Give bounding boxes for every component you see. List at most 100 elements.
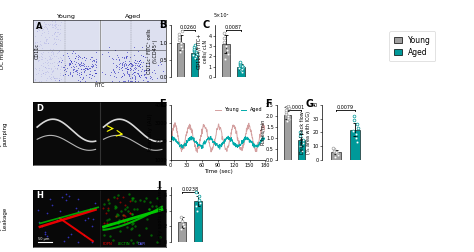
Point <box>157 62 164 66</box>
Point <box>87 66 94 70</box>
Point <box>48 23 55 27</box>
Point <box>126 67 134 71</box>
Point <box>92 65 100 69</box>
Point <box>47 53 55 57</box>
Text: 0.0260: 0.0260 <box>179 25 196 30</box>
Point <box>123 71 130 75</box>
Point <box>45 63 52 67</box>
Point <box>133 62 141 67</box>
Point <box>134 49 142 53</box>
Point <box>134 73 142 77</box>
Point <box>74 209 82 213</box>
Y-axis label: CD11c⁺ FITC⁺ cells
(%CD45⁺): CD11c⁺ FITC⁺ cells (%CD45⁺) <box>147 28 158 74</box>
Point <box>60 65 68 69</box>
Point <box>128 61 135 65</box>
Point <box>53 37 60 41</box>
Point <box>153 240 160 244</box>
Text: E: E <box>159 100 166 109</box>
Point <box>37 72 45 76</box>
Point <box>51 23 59 27</box>
Point <box>144 217 151 222</box>
Point <box>37 63 45 67</box>
Point <box>128 199 136 203</box>
Aged <box>180 145 185 148</box>
Point <box>146 76 154 80</box>
Text: F: F <box>265 100 272 109</box>
Point <box>80 233 88 237</box>
Point <box>118 65 126 69</box>
Point <box>142 68 149 72</box>
Point <box>117 61 124 65</box>
Point <box>131 65 139 69</box>
Point <box>91 72 99 76</box>
Point <box>92 63 100 67</box>
Point <box>38 24 46 28</box>
Point <box>101 72 109 76</box>
Point <box>117 75 124 79</box>
Text: D: D <box>36 104 43 113</box>
Point <box>57 77 65 81</box>
Point <box>33 29 40 33</box>
Point <box>53 60 61 65</box>
Y-axis label: CD11c+/FITC+
cells/ cLN: CD11c+/FITC+ cells/ cLN <box>196 33 207 69</box>
Point <box>86 57 94 61</box>
Point <box>134 79 142 83</box>
Point <box>55 76 63 80</box>
Point <box>49 50 57 54</box>
Point <box>66 62 74 66</box>
Point <box>43 234 51 238</box>
Point <box>82 218 89 222</box>
Point <box>76 79 83 83</box>
Point <box>100 202 107 206</box>
Point <box>47 57 55 61</box>
Point <box>43 210 51 214</box>
Point <box>64 66 71 70</box>
Point <box>127 68 134 72</box>
Point <box>143 79 151 83</box>
Point <box>116 218 123 222</box>
Text: <0.0001: <0.0001 <box>284 105 305 110</box>
Point <box>139 78 147 82</box>
Text: C: C <box>202 20 210 30</box>
Point <box>132 199 139 203</box>
Point <box>105 201 112 205</box>
Point <box>113 53 121 57</box>
Text: DC migration: DC migration <box>0 33 5 70</box>
Point <box>124 79 132 83</box>
Point <box>136 62 144 66</box>
Young <box>201 124 207 127</box>
Point <box>88 65 96 69</box>
Point <box>43 37 51 41</box>
Y-axis label: Dermal back flow
(% area with ICG): Dermal back flow (% area with ICG) <box>300 111 311 154</box>
Point <box>55 32 63 36</box>
Point <box>107 222 114 226</box>
Point <box>65 73 73 77</box>
Point <box>146 67 153 71</box>
Point <box>146 201 154 205</box>
Young <box>258 132 264 135</box>
Point <box>125 62 133 66</box>
Point <box>115 62 122 66</box>
Point <box>81 64 88 68</box>
Point <box>142 75 150 79</box>
Aged <box>225 135 231 138</box>
Point <box>128 75 136 79</box>
Point <box>114 193 122 197</box>
Y-axis label: Pulses/min: Pulses/min <box>260 119 264 145</box>
Point <box>128 79 136 83</box>
Point <box>44 27 51 31</box>
Point <box>126 76 134 80</box>
Point <box>90 68 98 72</box>
Point <box>51 19 59 23</box>
Point <box>128 62 136 66</box>
Point <box>119 195 127 199</box>
Point <box>89 58 97 62</box>
Point <box>84 65 92 69</box>
Point <box>75 62 82 66</box>
Point <box>126 211 134 215</box>
Point <box>136 198 144 202</box>
Point <box>49 52 56 56</box>
Point <box>135 74 143 78</box>
Point <box>54 29 62 34</box>
Bar <box>222 44 229 77</box>
